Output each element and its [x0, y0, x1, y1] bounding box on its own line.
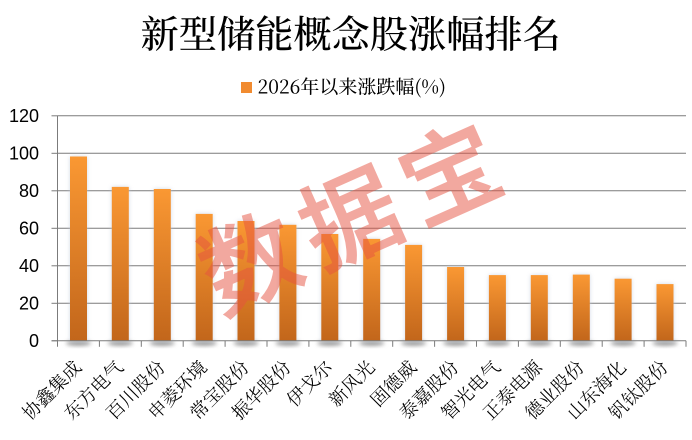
- svg-text:120: 120: [9, 106, 39, 126]
- svg-text:20: 20: [19, 294, 39, 314]
- svg-text:40: 40: [19, 256, 39, 276]
- svg-text:60: 60: [19, 219, 39, 239]
- svg-text:0: 0: [29, 331, 39, 351]
- svg-text:100: 100: [9, 144, 39, 164]
- svg-text:80: 80: [19, 181, 39, 201]
